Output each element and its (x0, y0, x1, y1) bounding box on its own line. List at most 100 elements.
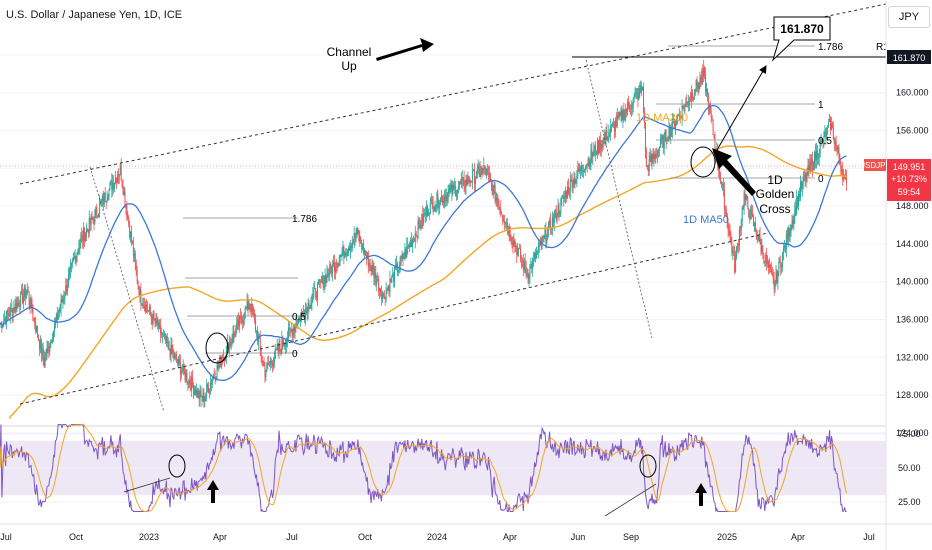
candle-body (615, 120, 617, 127)
candle-body (153, 313, 155, 319)
candle-body (209, 389, 211, 393)
candle-body (592, 155, 594, 158)
candle-body (763, 254, 765, 263)
candle-body (272, 363, 274, 366)
candle-body (350, 245, 352, 248)
candle-body (628, 102, 630, 106)
rsi-pane[interactable] (0, 423, 932, 517)
candle-body (737, 243, 739, 247)
candle-body (44, 357, 46, 367)
candle-body (551, 217, 553, 231)
candle-body (154, 318, 156, 324)
candle-body (765, 254, 767, 262)
candle-body (117, 176, 119, 178)
candle-body (535, 252, 537, 259)
candle-body (454, 186, 456, 188)
candle-body (842, 170, 844, 181)
candle-body (632, 98, 634, 105)
candle-body (311, 299, 313, 303)
candle-body (588, 158, 590, 167)
candle-body (252, 303, 254, 313)
candle-body (783, 245, 785, 247)
candle-body (675, 122, 677, 124)
candle-body (264, 366, 266, 378)
candle-body (808, 165, 810, 172)
candle-body (7, 310, 9, 314)
candle-body (753, 222, 755, 227)
fib-2024-label: 1.786 (818, 42, 843, 53)
candle-body (284, 344, 286, 346)
candle-body (64, 295, 66, 299)
candle-body (185, 373, 187, 380)
candle-body (13, 308, 15, 312)
candle-body (825, 132, 827, 138)
candle-body (108, 189, 110, 199)
candle-body (318, 280, 320, 282)
candle-body (330, 263, 332, 268)
candle-body (457, 190, 459, 194)
candle-body (55, 313, 57, 322)
candle-body (439, 203, 441, 208)
candle-body (641, 85, 643, 91)
candle-body (25, 293, 27, 299)
candle-body (704, 67, 706, 75)
candle-body (368, 263, 370, 267)
candle-body (673, 118, 675, 120)
candle-body (209, 382, 211, 390)
candle-body (660, 138, 662, 141)
candle-body (364, 250, 366, 254)
candle-body (11, 308, 13, 316)
candle-body (357, 228, 359, 235)
candle-body (828, 121, 830, 127)
currency-button[interactable]: JPY (888, 6, 930, 28)
candle-body (49, 347, 51, 352)
candle-body (426, 206, 428, 216)
candle-body (167, 341, 169, 344)
candle-body (607, 138, 609, 141)
candle-body (793, 215, 795, 225)
price-axis[interactable]: 164.000160.000156.000152.000148.000144.0… (859, 0, 932, 550)
candle-body (143, 305, 145, 307)
candle-body (480, 174, 482, 177)
candle-body (749, 217, 751, 220)
candle-body (277, 345, 279, 352)
candle-body (397, 269, 399, 273)
candle-body (27, 290, 29, 293)
candle-body (508, 227, 510, 234)
candle-body (366, 253, 368, 257)
candle-body (230, 342, 232, 346)
candle-body (754, 222, 756, 231)
candle-body (459, 182, 461, 185)
candle-body (702, 70, 704, 77)
candle-body (40, 339, 42, 355)
candle-body (670, 128, 672, 138)
candle-body (534, 252, 536, 258)
candle-body (242, 319, 244, 324)
candle-body (263, 361, 265, 367)
candle-body (343, 246, 345, 259)
candle-body (199, 390, 201, 399)
target-callout-text: 161.870 (780, 22, 824, 36)
candle-body (600, 143, 602, 151)
candle-body (408, 245, 410, 248)
candle-body (671, 128, 673, 131)
candle-body (42, 348, 44, 359)
candle-body (800, 181, 802, 190)
candle-body (84, 234, 86, 242)
time-axis[interactable]: Jul Oct 2023 Apr Jul Oct 2024 Apr Jun Sep 2025 Apr J… (0, 523, 932, 542)
candle-body (422, 213, 424, 223)
candle-body (16, 302, 18, 311)
candle-body (531, 263, 533, 270)
candle-body (710, 112, 712, 118)
candle-body (444, 196, 446, 202)
price-pane[interactable] (0, 54, 886, 434)
price-tick: 144.000 (896, 239, 929, 249)
candle-body (54, 321, 56, 325)
candle-body (669, 127, 671, 138)
candle-body (216, 365, 218, 378)
candle-body (394, 266, 396, 283)
candle-body (286, 339, 288, 346)
candle-body (347, 252, 349, 254)
candle-body (523, 260, 525, 271)
